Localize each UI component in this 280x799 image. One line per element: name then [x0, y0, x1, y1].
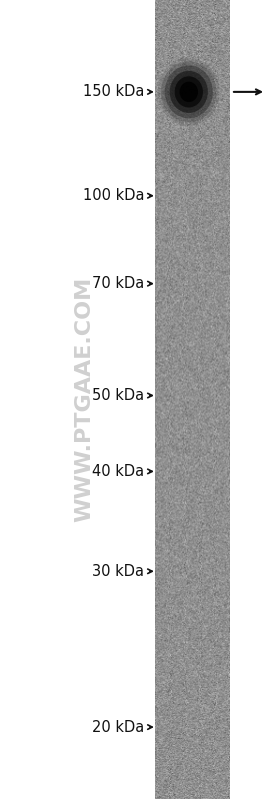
- Text: 50 kDa: 50 kDa: [92, 388, 144, 403]
- Text: 40 kDa: 40 kDa: [92, 464, 144, 479]
- Text: 70 kDa: 70 kDa: [92, 276, 144, 291]
- Text: WWW.PTGAAE.COM: WWW.PTGAAE.COM: [74, 277, 94, 522]
- Ellipse shape: [165, 66, 213, 118]
- Bar: [155, 0, 230, 799]
- Text: 100 kDa: 100 kDa: [83, 189, 144, 203]
- Text: 30 kDa: 30 kDa: [92, 564, 144, 578]
- Ellipse shape: [170, 71, 208, 113]
- Ellipse shape: [175, 76, 203, 108]
- Ellipse shape: [161, 62, 216, 122]
- Ellipse shape: [158, 58, 220, 125]
- Text: 150 kDa: 150 kDa: [83, 85, 144, 99]
- Text: 20 kDa: 20 kDa: [92, 720, 144, 734]
- Ellipse shape: [179, 81, 198, 102]
